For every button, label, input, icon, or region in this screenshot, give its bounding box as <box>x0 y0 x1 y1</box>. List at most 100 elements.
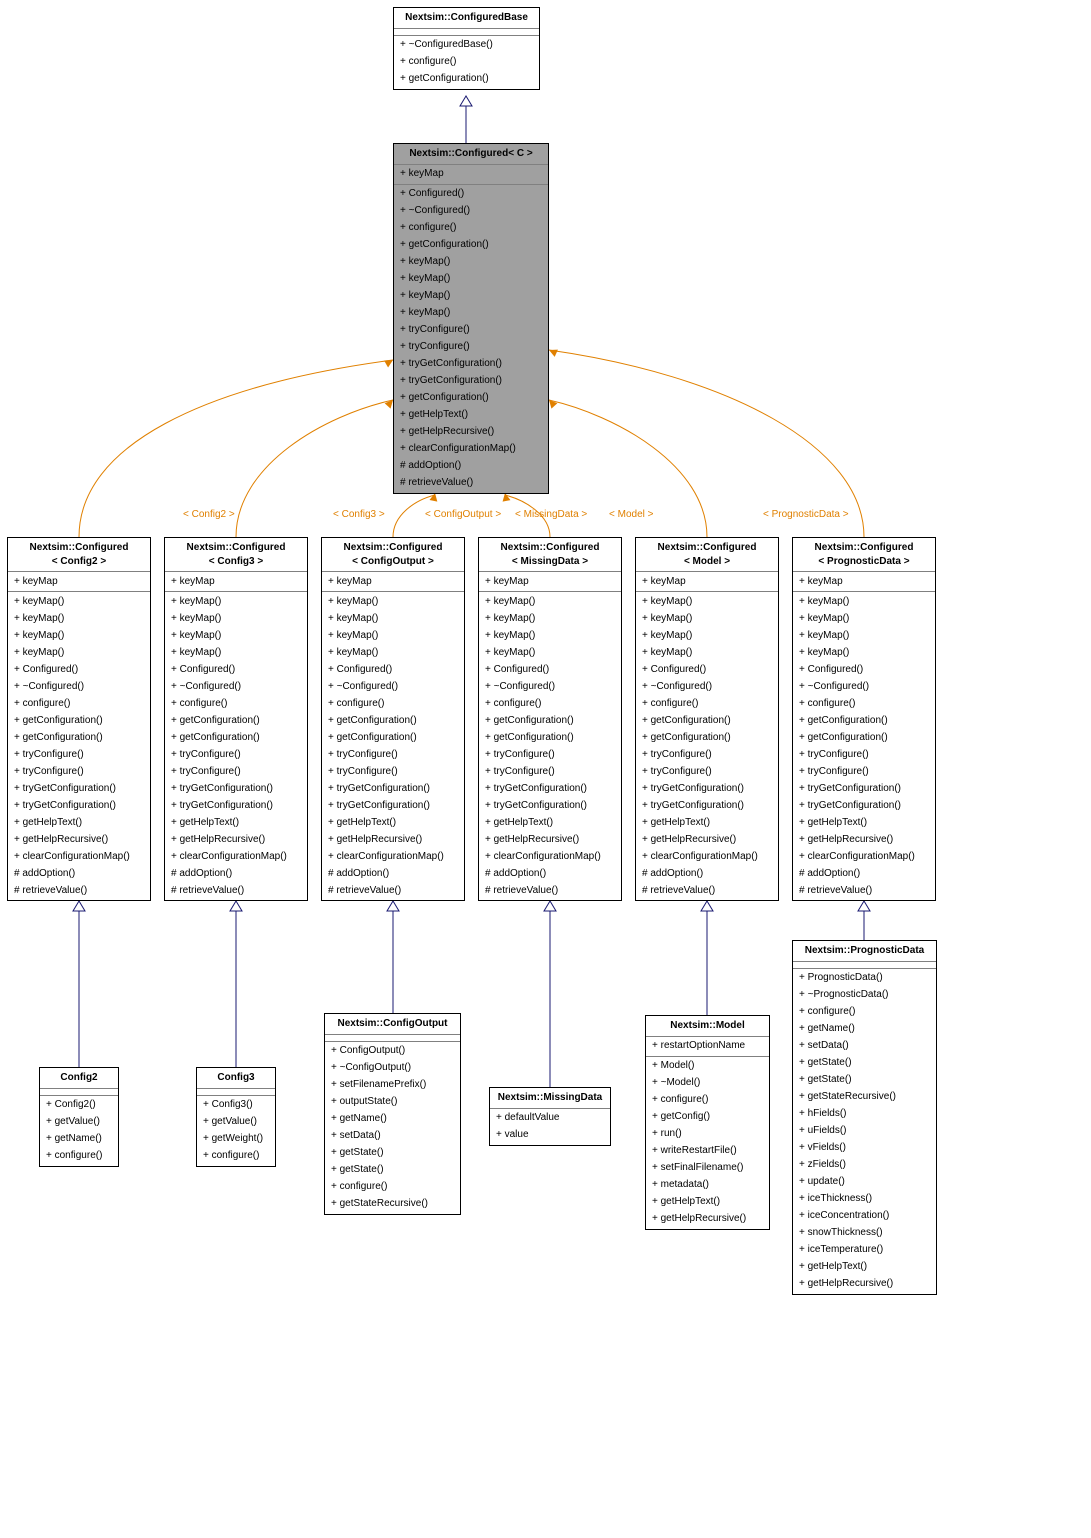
class-member: + configure() <box>322 695 464 712</box>
class-title[interactable]: Nextsim::Configured< MissingData > <box>479 538 621 572</box>
class-member: + keyMap() <box>793 593 935 610</box>
class-member: + getHelpRecursive() <box>322 831 464 848</box>
class-member: + keyMap() <box>165 610 307 627</box>
class-node-prog[interactable]: Nextsim::PrognosticData+ PrognosticData(… <box>792 940 937 1295</box>
class-member: + Configured() <box>322 661 464 678</box>
class-node-c_model[interactable]: Nextsim::Configured< Model >+ keyMap+ ke… <box>635 537 779 901</box>
class-member: + tryConfigure() <box>165 746 307 763</box>
class-node-config3[interactable]: Config3+ Config3()+ getValue()+ getWeigh… <box>196 1067 276 1167</box>
class-member: + clearConfigurationMap() <box>394 441 548 458</box>
class-member: + getHelpRecursive() <box>636 831 778 848</box>
class-member: + getConfiguration() <box>322 712 464 729</box>
class-member: + getHelpText() <box>8 814 150 831</box>
class-member: + keyMap() <box>479 644 621 661</box>
class-node-model[interactable]: Nextsim::Model+ restartOptionName+ Model… <box>645 1015 770 1230</box>
class-member: + Config3() <box>197 1097 275 1114</box>
class-member: + configure() <box>394 54 539 71</box>
class-title[interactable]: Nextsim::Configured< Model > <box>636 538 778 572</box>
class-member: + tryGetConfiguration() <box>793 797 935 814</box>
class-member: # retrieveValue() <box>8 882 150 899</box>
class-member: + tryConfigure() <box>8 763 150 780</box>
class-member: # retrieveValue() <box>394 475 548 492</box>
class-member: + keyMap() <box>479 610 621 627</box>
class-node-output[interactable]: Nextsim::ConfigOutput+ ConfigOutput()+ ~… <box>324 1013 461 1215</box>
class-member: # addOption() <box>793 865 935 882</box>
class-node-c_output[interactable]: Nextsim::Configured< ConfigOutput >+ key… <box>321 537 465 901</box>
class-member: + tryGetConfiguration() <box>165 797 307 814</box>
class-member: + keyMap() <box>165 627 307 644</box>
class-member: + getConfiguration() <box>793 729 935 746</box>
class-member: + tryGetConfiguration() <box>8 797 150 814</box>
class-member: + getConfiguration() <box>8 729 150 746</box>
class-member: + uFields() <box>793 1123 936 1140</box>
class-member: + tryGetConfiguration() <box>8 780 150 797</box>
class-member: + keyMap() <box>636 627 778 644</box>
class-title[interactable]: Nextsim::Configured< Config3 > <box>165 538 307 572</box>
class-title[interactable]: Nextsim::ConfigOutput <box>325 1014 460 1035</box>
class-member: + clearConfigurationMap() <box>165 848 307 865</box>
class-member: + tryGetConfiguration() <box>636 797 778 814</box>
class-member: + getHelpText() <box>394 407 548 424</box>
class-member: + keyMap() <box>479 627 621 644</box>
class-member: + getHelpText() <box>793 814 935 831</box>
class-member: + getHelpRecursive() <box>479 831 621 848</box>
class-node-config2[interactable]: Config2+ Config2()+ getValue()+ getName(… <box>39 1067 119 1167</box>
class-member: + clearConfigurationMap() <box>793 848 935 865</box>
class-title[interactable]: Nextsim::ConfiguredBase <box>394 8 539 29</box>
class-member: + tryConfigure() <box>165 763 307 780</box>
class-member: + value <box>490 1127 610 1144</box>
class-member: + tryGetConfiguration() <box>322 797 464 814</box>
class-attribute: + keyMap <box>394 166 548 183</box>
class-member: # retrieveValue() <box>322 882 464 899</box>
template-param-label: < Config3 > <box>333 509 385 520</box>
class-member: + zFields() <box>793 1157 936 1174</box>
class-title[interactable]: Nextsim::Model <box>646 1016 769 1037</box>
class-member: # addOption() <box>479 865 621 882</box>
class-node-missing[interactable]: Nextsim::MissingData+ defaultValue+ valu… <box>489 1087 611 1146</box>
class-node-c_config2[interactable]: Nextsim::Configured< Config2 >+ keyMap+ … <box>7 537 151 901</box>
class-member: + getConfiguration() <box>165 729 307 746</box>
class-member: + setData() <box>325 1128 460 1145</box>
class-attribute: + keyMap <box>793 573 935 590</box>
class-title[interactable]: Nextsim::Configured< ConfigOutput > <box>322 538 464 572</box>
class-member: + getHelpRecursive() <box>8 831 150 848</box>
class-node-base[interactable]: Nextsim::ConfiguredBase+ ~ConfiguredBase… <box>393 7 540 90</box>
class-member: + tryConfigure() <box>793 746 935 763</box>
class-member: + getConfiguration() <box>322 729 464 746</box>
class-member: + ConfigOutput() <box>325 1043 460 1060</box>
class-member: + keyMap() <box>394 254 548 271</box>
class-node-c_config3[interactable]: Nextsim::Configured< Config3 >+ keyMap+ … <box>164 537 308 901</box>
class-member: + keyMap() <box>8 644 150 661</box>
class-member: + configure() <box>636 695 778 712</box>
class-member: + getHelpRecursive() <box>394 424 548 441</box>
class-member: + setFinalFilename() <box>646 1160 769 1177</box>
class-member: + tryConfigure() <box>636 746 778 763</box>
class-node-configured[interactable]: Nextsim::Configured< C >+ keyMap+ Config… <box>393 143 549 494</box>
class-member: # addOption() <box>165 865 307 882</box>
class-member: + keyMap() <box>479 593 621 610</box>
class-title[interactable]: Nextsim::Configured< PrognosticData > <box>793 538 935 572</box>
class-member: + keyMap() <box>8 610 150 627</box>
class-node-c_prog[interactable]: Nextsim::Configured< PrognosticData >+ k… <box>792 537 936 901</box>
class-member: + getHelpRecursive() <box>646 1211 769 1228</box>
class-member: # retrieveValue() <box>479 882 621 899</box>
class-title[interactable]: Nextsim::PrognosticData <box>793 941 936 962</box>
class-member: # addOption() <box>322 865 464 882</box>
class-member: + configure() <box>8 695 150 712</box>
class-member: + keyMap() <box>322 593 464 610</box>
class-member: + update() <box>793 1174 936 1191</box>
class-member: + getConfiguration() <box>394 71 539 88</box>
class-title[interactable]: Nextsim::Configured< Config2 > <box>8 538 150 572</box>
class-title[interactable]: Nextsim::Configured< C > <box>394 144 548 165</box>
class-member: + Model() <box>646 1058 769 1075</box>
class-title[interactable]: Config3 <box>197 1068 275 1089</box>
class-title[interactable]: Nextsim::MissingData <box>490 1088 610 1109</box>
class-member: + ~Configured() <box>322 678 464 695</box>
class-member: + keyMap() <box>322 627 464 644</box>
class-node-c_missing[interactable]: Nextsim::Configured< MissingData >+ keyM… <box>478 537 622 901</box>
class-member: + PrognosticData() <box>793 970 936 987</box>
class-member: + getConfiguration() <box>394 237 548 254</box>
class-title[interactable]: Config2 <box>40 1068 118 1089</box>
class-member: + getState() <box>793 1072 936 1089</box>
class-member: + getName() <box>793 1021 936 1038</box>
